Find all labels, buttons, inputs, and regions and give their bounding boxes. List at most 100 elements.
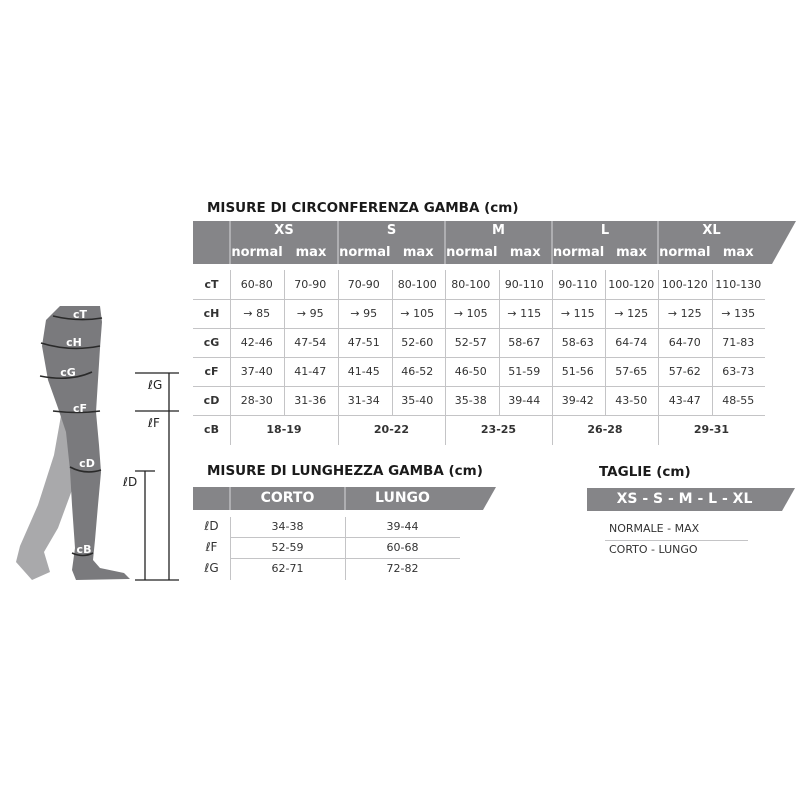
band-cG <box>39 371 93 380</box>
sizes-title: TAGLIE (cm) <box>599 464 691 480</box>
front-leg <box>42 306 130 580</box>
subheader-normal: normal <box>339 245 391 260</box>
label-cD: cD <box>79 457 95 470</box>
col-divider <box>391 270 393 415</box>
col-divider <box>605 270 606 415</box>
row-divider <box>193 357 765 358</box>
table-cell: 41-45 <box>347 365 380 378</box>
row-label-cD: cD <box>203 394 220 407</box>
label-lD: ℓD <box>122 475 137 489</box>
table-cell: 52-60 <box>401 336 434 349</box>
table-cell: 34-38 <box>271 520 304 533</box>
table-cell: 20-22 <box>373 423 410 436</box>
label-cF: cF <box>73 402 87 415</box>
col-divider <box>552 270 553 445</box>
col-divider <box>230 270 231 445</box>
sizes-line-2: CORTO - LUNGO <box>609 543 698 556</box>
table-cell: 90-110 <box>504 278 544 291</box>
row-divider <box>193 299 765 300</box>
band-cB <box>71 552 94 557</box>
table-cell: 46-52 <box>401 365 434 378</box>
table-cell: 39-42 <box>561 394 594 407</box>
size-header-xl: XL <box>702 223 721 238</box>
band-cF <box>52 410 101 414</box>
subheader-normal: normal <box>446 245 498 260</box>
length-lines <box>135 372 179 581</box>
col-divider <box>658 270 659 445</box>
table-cell: → 95 <box>296 307 324 320</box>
label-lG: ℓG <box>147 378 162 392</box>
length-title: MISURE DI LUNGHEZZA GAMBA (cm) <box>207 463 483 479</box>
size-header-m: M <box>492 223 505 238</box>
table-cell: → 95 <box>350 307 378 320</box>
table-cell: 64-70 <box>668 336 701 349</box>
table-cell: 72-82 <box>386 562 419 575</box>
table-cell: 58-67 <box>508 336 541 349</box>
length-header-lungo: LUNGO <box>375 490 430 506</box>
label-cT: cT <box>73 308 88 321</box>
label-cH: cH <box>66 336 82 349</box>
table-cell: 57-62 <box>668 365 701 378</box>
divider <box>605 540 748 541</box>
col-divider <box>338 270 339 445</box>
table-cell: 62-71 <box>271 562 304 575</box>
table-cell: → 105 <box>400 307 435 320</box>
table-cell: 41-47 <box>294 365 327 378</box>
circ-header-band <box>193 221 796 264</box>
table-cell: 52-59 <box>271 541 304 554</box>
table-cell: 35-38 <box>454 394 487 407</box>
label-lF: ℓF <box>147 416 160 430</box>
circumference-title: MISURE DI CIRCONFERENZA GAMBA (cm) <box>207 200 519 216</box>
table-cell: 47-51 <box>347 336 380 349</box>
subheader-max: max <box>722 245 754 260</box>
table-cell: 37-40 <box>240 365 273 378</box>
row-label-cG: cG <box>203 336 220 349</box>
table-cell: 60-80 <box>240 278 273 291</box>
table-cell: → 115 <box>560 307 595 320</box>
table-cell: 47-54 <box>294 336 327 349</box>
band-cT <box>52 315 103 321</box>
table-cell: 63-73 <box>722 365 755 378</box>
length-row-label: ℓG <box>204 561 219 575</box>
table-cell: 26-28 <box>587 423 623 436</box>
table-cell: 52-57 <box>454 336 487 349</box>
subheader-max: max <box>509 245 541 260</box>
col-divider <box>711 270 713 415</box>
size-header-s: S <box>386 223 397 238</box>
label-cB: cB <box>77 543 92 556</box>
table-cell: → 105 <box>453 307 488 320</box>
table-cell: → 125 <box>667 307 702 320</box>
table-cell: 70-90 <box>294 278 327 291</box>
table-cell: 48-55 <box>722 394 755 407</box>
subheader-max: max <box>402 245 434 260</box>
subheader-max: max <box>295 245 327 260</box>
size-header-xs: XS <box>274 223 294 238</box>
table-cell: 80-100 <box>397 278 437 291</box>
table-cell: 46-50 <box>454 365 487 378</box>
table-cell: → 135 <box>721 307 756 320</box>
sizes-band <box>587 488 795 511</box>
table-cell: 64-74 <box>615 336 648 349</box>
table-cell: 60-68 <box>386 541 419 554</box>
length-header-corto: CORTO <box>260 490 315 506</box>
sizes-band-text: XS - S - M - L - XL <box>616 491 753 507</box>
col-divider <box>345 517 346 580</box>
table-cell: 57-65 <box>615 365 648 378</box>
subheader-normal: normal <box>552 245 605 260</box>
table-cell: 100-120 <box>661 278 708 291</box>
table-cell: 43-47 <box>668 394 701 407</box>
size-header-l: L <box>600 223 610 238</box>
table-cell: 51-59 <box>508 365 541 378</box>
row-label-cB: cB <box>204 423 219 436</box>
row-label-cT: cT <box>204 278 219 291</box>
sizes-line-1: NORMALE - MAX <box>609 522 700 535</box>
table-cell: 31-36 <box>294 394 327 407</box>
subheader-normal: normal <box>231 245 283 260</box>
row-divider <box>193 415 765 416</box>
length-row-label: ℓD <box>204 519 219 533</box>
label-cG: cG <box>60 366 76 379</box>
col-divider <box>498 270 500 415</box>
row-label-cH: cH <box>203 307 220 320</box>
col-divider <box>284 270 285 415</box>
